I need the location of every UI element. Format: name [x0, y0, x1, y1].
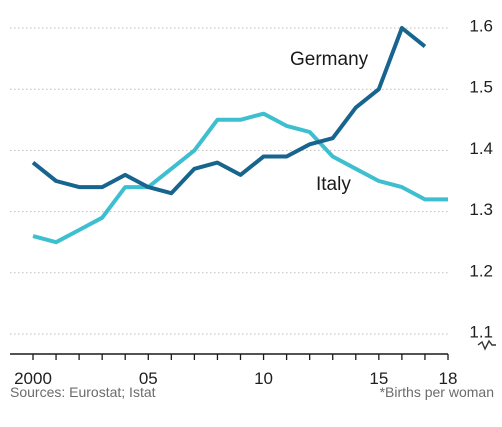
- series-line-germany: [31, 26, 427, 196]
- y-tick-label-2: 1.3: [469, 200, 493, 219]
- x-axis: [10, 339, 496, 360]
- series-label-germany: Germany: [290, 49, 369, 70]
- y-tick-label-4: 1.5: [469, 78, 493, 97]
- x-tick-label-2: 10: [254, 369, 273, 388]
- series-line-italy: [32, 111, 448, 245]
- axis-break-icon: [477, 339, 496, 351]
- gridlines: [10, 27, 448, 335]
- y-tick-label-0: 1.1: [469, 322, 493, 341]
- y-tick-label-1: 1.2: [469, 261, 493, 280]
- x-tick-label-0: 2000: [14, 369, 52, 388]
- x-tick-label-1: 05: [139, 369, 158, 388]
- series-label-italy: Italy: [316, 174, 351, 195]
- y-tick-label-5: 1.6: [469, 16, 493, 35]
- series-lines: [31, 26, 448, 245]
- y-tick-label-3: 1.4: [469, 139, 493, 158]
- x-tick-label-4: 18: [439, 369, 458, 388]
- source-note: Sources: Eurostat; Istat: [10, 384, 156, 400]
- axis-labels: 1.1 1.2 1.3 1.4 1.5 1.6 2000 05 10 15 18 Germany Ita…: [14, 16, 493, 388]
- x-tick-label-3: 15: [369, 369, 388, 388]
- units-note: *Births per woman: [379, 384, 494, 400]
